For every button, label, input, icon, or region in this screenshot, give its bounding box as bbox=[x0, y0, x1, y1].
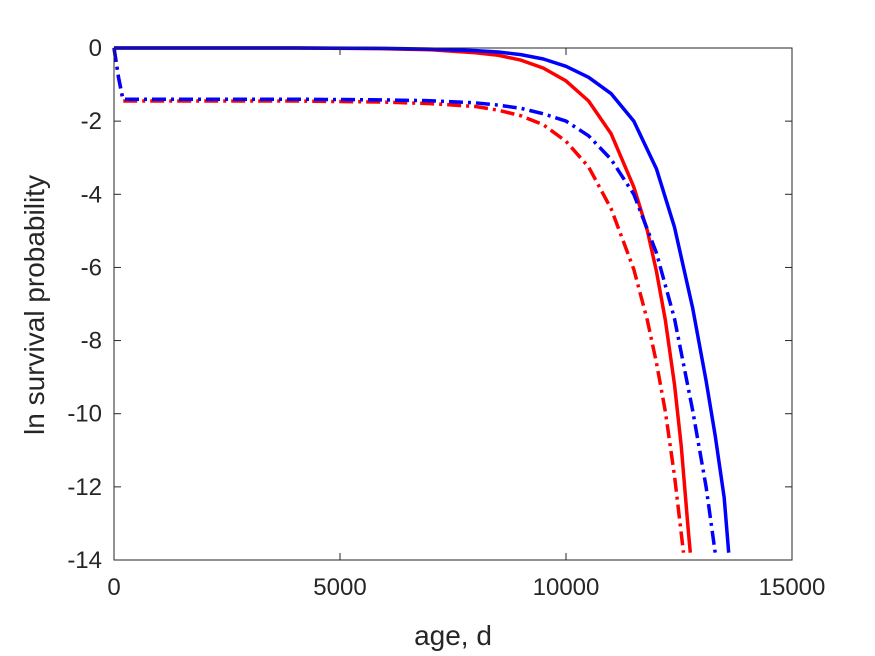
series-line-4 bbox=[112, 47, 717, 553]
series-layer bbox=[112, 46, 731, 553]
axes-layer bbox=[113, 47, 793, 561]
x-tick-label: 0 bbox=[107, 574, 120, 601]
x-axis-label: age, d bbox=[414, 620, 492, 651]
y-tick-label: -12 bbox=[67, 474, 102, 501]
series-line-3 bbox=[114, 46, 731, 553]
tick-layer: 0 5000 10000 15000 0 -2 -4 -6 -8 -10 -12 -14 bbox=[67, 35, 825, 601]
y-tick-label: -10 bbox=[67, 401, 102, 428]
y-tick-label: -6 bbox=[81, 254, 102, 281]
y-tick-label: 0 bbox=[89, 35, 102, 62]
x-tick-label: 15000 bbox=[759, 574, 826, 601]
x-tick-label: 10000 bbox=[533, 574, 600, 601]
y-tick-label: -2 bbox=[81, 108, 102, 135]
plot-frame bbox=[113, 47, 793, 561]
y-tick-label: -14 bbox=[67, 547, 102, 574]
y-tick-label: -4 bbox=[81, 181, 102, 208]
y-tick-label: -8 bbox=[81, 328, 102, 355]
series-line-2 bbox=[112, 47, 686, 553]
x-tick-label: 5000 bbox=[313, 574, 366, 601]
y-axis-label: ln survival probability bbox=[19, 175, 50, 435]
